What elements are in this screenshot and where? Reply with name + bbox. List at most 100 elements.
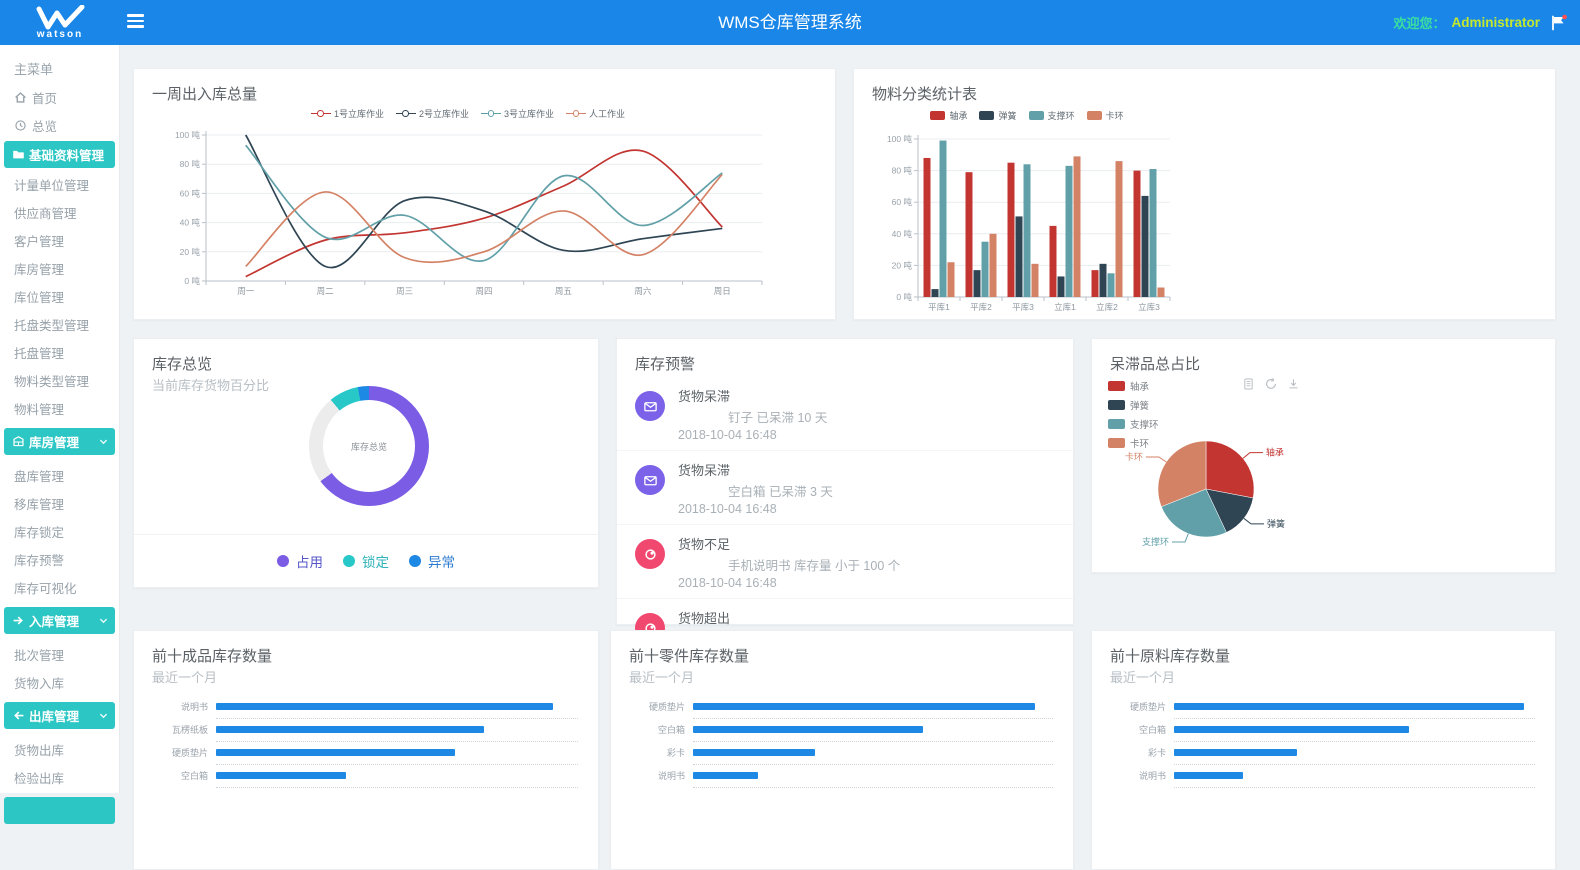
card-title: 库存总览 (152, 356, 213, 373)
alert-item[interactable]: 货物呆滞 空白箱 已呆滞 3 天 2018-10-04 16:48 (617, 451, 1073, 525)
sidebar-item[interactable]: 供应商管理 (0, 198, 119, 226)
pie-legend: 轴承弹簧支撑环卡环 (1108, 379, 1159, 450)
sidebar-item[interactable]: 库存可视化 (0, 573, 119, 601)
legend-item[interactable]: 锁定 (343, 551, 389, 571)
notification-flag-icon[interactable] (1550, 14, 1568, 36)
watson-logo-icon (36, 5, 85, 30)
legend-item[interactable]: 人工作业 (566, 107, 625, 120)
hbar-track (1174, 703, 1535, 710)
sidebar-item-label: 基础资料管理 (29, 149, 105, 163)
alert-list: 货物呆滞 钉子 已呆滞 10 天 2018-10-04 16:48 货物呆滞 空白箱 已… (617, 377, 1073, 672)
legend-item[interactable]: 支撑环 (1108, 417, 1159, 431)
sidebar-section-header[interactable]: 库房管理 (4, 428, 115, 455)
page-title: WMS仓库管理系统 (718, 13, 862, 32)
legend-marker (1108, 381, 1125, 391)
sidebar-item[interactable]: 货物入库 (0, 668, 119, 696)
sidebar-item[interactable]: 移库管理 (0, 489, 119, 517)
legend-label: 支撑环 (1047, 111, 1075, 121)
dotted-separator (1174, 763, 1535, 765)
sidebar-item[interactable]: 库存预警 (0, 545, 119, 573)
sidebar-item-label: 货物入库 (14, 676, 65, 691)
legend-item[interactable]: 弹簧 (979, 109, 1017, 122)
username[interactable]: Administrator (1451, 15, 1540, 30)
sidebar-item[interactable]: 库房管理 (0, 254, 119, 282)
sidebar-item[interactable]: 首页 (0, 83, 119, 111)
sidebar-item[interactable]: 客户管理 (0, 226, 119, 254)
sidebar-item-label: 库存可视化 (14, 581, 77, 596)
logo[interactable]: watson (0, 0, 120, 45)
alert-item[interactable]: 货物呆滞 钉子 已呆滞 10 天 2018-10-04 16:48 (617, 377, 1073, 451)
svg-text:100 吨: 100 吨 (175, 130, 201, 140)
svg-text:80 吨: 80 吨 (180, 159, 201, 169)
legend-label: 人工作业 (589, 109, 626, 119)
sidebar-item[interactable]: 计量单位管理 (0, 170, 119, 198)
legend-item[interactable]: 轴承 (1108, 379, 1159, 393)
card-top-finished: 前十成品库存数量 最近一个月 说明书 瓦楞纸板 硬质垫片 空白箱 (133, 630, 599, 870)
legend-item[interactable]: 卡环 (1108, 436, 1159, 450)
hbar-track (216, 726, 578, 733)
legend-label: 弹簧 (1130, 401, 1150, 412)
legend-label: 2号立库作业 (418, 109, 469, 119)
legend-item[interactable]: 3号立库作业 (481, 107, 554, 120)
sidebar-section-header[interactable] (4, 797, 115, 824)
sidebar-item[interactable]: 总览 (0, 111, 119, 139)
card-subtitle: 最近一个月 (1110, 670, 1176, 685)
sidebar-item[interactable]: 托盘管理 (0, 338, 119, 366)
sidebar-item[interactable]: 检验出库 (0, 763, 119, 791)
hbar-label: 说明书 (657, 771, 685, 781)
app-header: watson WMS仓库管理系统 欢迎您： Administrator (0, 0, 1580, 45)
legend-item[interactable]: 占用 (277, 551, 323, 571)
dotted-separator (216, 717, 578, 719)
sidebar-item[interactable]: 物料类型管理 (0, 366, 119, 394)
sidebar-item-label: 计量单位管理 (14, 178, 90, 193)
legend-label: 弹簧 (998, 111, 1017, 121)
hbar-value (1174, 703, 1525, 710)
dotted-separator (1174, 717, 1535, 719)
sidebar-item[interactable]: 库位管理 (0, 282, 119, 310)
chevron-down-icon (98, 436, 109, 447)
legend-item[interactable]: 卡环 (1086, 109, 1124, 122)
alert-item[interactable]: 货物不足 手机说明书 库存量 小于 100 个 2018-10-04 16:48 (617, 525, 1073, 599)
sidebar-item-active[interactable]: 基础资料管理 (4, 141, 115, 168)
legend-item[interactable]: 1号立库作业 (310, 107, 384, 120)
card-title: 前十零件库存数量 (629, 648, 750, 665)
card-title: 呆滞品总占比 (1110, 356, 1201, 373)
sidebar: 主菜单 首页 总览 基础资料管理 计量单位管理 供应商管理 客户管理 库房管理 库位管理 托盘类… (0, 45, 120, 824)
sidebar-item[interactable]: 批次管理 (0, 640, 119, 668)
envelope-icon (635, 391, 665, 421)
legend-item[interactable]: 支撑环 (1028, 109, 1075, 122)
sidebar-item[interactable]: 物料管理 (0, 394, 119, 422)
top-materials-bar-chart: 硬质垫片 空白箱 彩卡 说明书 (1110, 701, 1535, 793)
legend-item[interactable]: 弹簧 (1108, 398, 1159, 412)
dataview-icon[interactable] (1242, 377, 1255, 391)
card-subtitle: 最近一个月 (629, 670, 695, 685)
legend-label: 卡环 (1105, 111, 1124, 121)
sidebar-item-label: 总览 (32, 119, 58, 134)
alert-title: 货物呆滞 (678, 463, 731, 478)
legend-marker (1086, 110, 1102, 121)
sidebar-section-header[interactable]: 入库管理 (4, 607, 115, 634)
svg-text:轴承: 轴承 (1266, 447, 1284, 458)
legend-marker (979, 110, 995, 121)
hbar-row: 说明书 (1110, 770, 1535, 781)
sidebar-item[interactable]: 盘库管理 (0, 461, 119, 489)
download-icon[interactable] (1287, 377, 1300, 391)
sidebar-section-header[interactable]: 出库管理 (4, 702, 115, 729)
sidebar-item[interactable]: 货物出库 (0, 735, 119, 763)
restore-icon[interactable] (1264, 377, 1278, 391)
alert-timestamp: 2018-10-04 16:48 (678, 428, 777, 442)
outbound-arrow-icon (12, 709, 25, 722)
svg-text:弹簧: 弹簧 (1267, 518, 1285, 529)
legend-item[interactable]: 2号立库作业 (395, 107, 469, 120)
menu-toggle-button[interactable] (127, 14, 144, 28)
card-subtitle: 最近一个月 (152, 670, 218, 685)
sidebar-item[interactable]: 库存锁定 (0, 517, 119, 545)
svg-text:周六: 周六 (634, 286, 652, 296)
donut-center-label: 库存总览 (350, 441, 387, 452)
alert-title: 货物呆滞 (678, 389, 731, 404)
sidebar-item[interactable]: 托盘类型管理 (0, 310, 119, 338)
legend-item[interactable]: 轴承 (930, 109, 967, 122)
hbar-value (216, 703, 553, 710)
legend-item[interactable]: 异常 (409, 551, 455, 571)
